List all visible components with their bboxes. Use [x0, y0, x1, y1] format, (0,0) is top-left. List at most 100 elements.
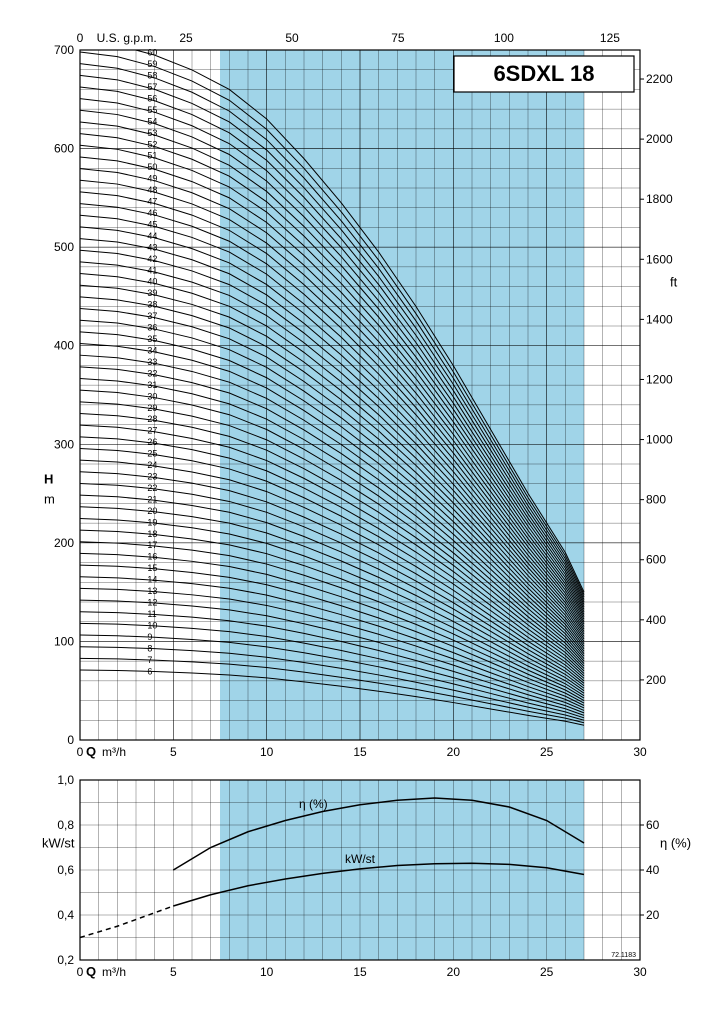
svg-text:700: 700 — [54, 43, 74, 57]
svg-text:49: 49 — [147, 174, 157, 184]
svg-text:39: 39 — [147, 288, 157, 298]
svg-text:0: 0 — [77, 745, 84, 759]
svg-text:27: 27 — [147, 426, 157, 436]
svg-text:1800: 1800 — [646, 192, 673, 206]
svg-text:2000: 2000 — [646, 132, 673, 146]
svg-text:38: 38 — [147, 300, 157, 310]
svg-text:23: 23 — [147, 472, 157, 482]
svg-text:η (%): η (%) — [299, 797, 328, 811]
svg-text:m³/h: m³/h — [102, 965, 126, 979]
svg-text:45: 45 — [147, 219, 157, 229]
svg-text:20: 20 — [447, 965, 461, 979]
svg-text:10: 10 — [147, 620, 157, 630]
svg-text:10: 10 — [260, 965, 274, 979]
svg-text:1600: 1600 — [646, 252, 673, 266]
svg-text:25: 25 — [540, 965, 554, 979]
svg-text:47: 47 — [147, 197, 157, 207]
svg-text:53: 53 — [147, 128, 157, 138]
svg-text:1400: 1400 — [646, 312, 673, 326]
svg-text:800: 800 — [646, 493, 666, 507]
svg-text:9: 9 — [147, 632, 152, 642]
svg-text:22: 22 — [147, 483, 157, 493]
svg-text:300: 300 — [54, 437, 74, 451]
svg-text:75: 75 — [391, 31, 405, 45]
svg-text:13: 13 — [147, 586, 157, 596]
svg-text:40: 40 — [646, 863, 660, 877]
svg-text:H: H — [44, 472, 53, 487]
svg-text:31: 31 — [147, 380, 157, 390]
svg-text:14: 14 — [147, 575, 157, 585]
svg-text:7: 7 — [147, 655, 152, 665]
svg-text:0: 0 — [67, 733, 74, 747]
svg-text:19: 19 — [147, 517, 157, 527]
svg-text:0: 0 — [77, 31, 84, 45]
svg-text:500: 500 — [54, 240, 74, 254]
svg-text:5: 5 — [170, 745, 177, 759]
svg-text:600: 600 — [54, 142, 74, 156]
svg-text:11: 11 — [147, 609, 156, 619]
svg-text:44: 44 — [147, 231, 157, 241]
svg-text:m³/h: m³/h — [102, 745, 126, 759]
svg-text:37: 37 — [147, 311, 157, 321]
svg-text:10: 10 — [260, 745, 274, 759]
svg-text:20: 20 — [447, 745, 461, 759]
svg-text:25: 25 — [179, 31, 193, 45]
svg-text:15: 15 — [353, 965, 367, 979]
svg-text:100: 100 — [54, 634, 74, 648]
svg-text:600: 600 — [646, 553, 666, 567]
svg-text:40: 40 — [147, 277, 157, 287]
svg-text:200: 200 — [54, 536, 74, 550]
svg-text:30: 30 — [147, 391, 157, 401]
svg-text:52: 52 — [147, 139, 157, 149]
svg-text:0: 0 — [77, 965, 84, 979]
svg-text:35: 35 — [147, 334, 157, 344]
svg-text:42: 42 — [147, 254, 157, 264]
svg-text:m: m — [44, 491, 55, 506]
svg-text:18: 18 — [147, 529, 157, 539]
svg-text:34: 34 — [147, 345, 157, 355]
svg-text:0,8: 0,8 — [57, 818, 74, 832]
svg-text:59: 59 — [147, 59, 157, 69]
svg-text:20: 20 — [646, 908, 660, 922]
svg-text:0,6: 0,6 — [57, 863, 74, 877]
svg-text:16: 16 — [147, 552, 157, 562]
svg-text:5: 5 — [170, 965, 177, 979]
svg-text:Q: Q — [86, 744, 96, 759]
svg-text:72.1183: 72.1183 — [611, 952, 636, 959]
svg-text:58: 58 — [147, 71, 157, 81]
svg-text:54: 54 — [147, 116, 157, 126]
svg-text:60: 60 — [147, 48, 157, 58]
svg-text:0,4: 0,4 — [57, 908, 74, 922]
svg-text:50: 50 — [147, 162, 157, 172]
svg-text:kW/st: kW/st — [42, 836, 75, 851]
svg-text:30: 30 — [633, 745, 647, 759]
svg-text:56: 56 — [147, 93, 157, 103]
svg-text:33: 33 — [147, 357, 157, 367]
svg-text:50: 50 — [285, 31, 299, 45]
svg-text:29: 29 — [147, 403, 157, 413]
svg-text:55: 55 — [147, 105, 157, 115]
svg-text:25: 25 — [147, 449, 157, 459]
chart-title: 6SDXL 18 — [493, 61, 594, 86]
svg-text:400: 400 — [646, 613, 666, 627]
svg-text:48: 48 — [147, 185, 157, 195]
svg-text:kW/st: kW/st — [345, 852, 376, 866]
svg-text:36: 36 — [147, 323, 157, 333]
svg-text:46: 46 — [147, 208, 157, 218]
svg-text:41: 41 — [147, 265, 157, 275]
svg-text:28: 28 — [147, 414, 157, 424]
svg-text:100: 100 — [494, 31, 514, 45]
svg-text:Q: Q — [86, 964, 96, 979]
svg-text:32: 32 — [147, 368, 157, 378]
head-flow-chart: 6789101112131415161718192021222324252627… — [20, 20, 695, 770]
svg-text:8: 8 — [147, 643, 152, 653]
svg-text:26: 26 — [147, 437, 157, 447]
svg-text:15: 15 — [353, 745, 367, 759]
svg-text:17: 17 — [147, 540, 157, 550]
pump-chart-container: 6789101112131415161718192021222324252627… — [20, 20, 695, 990]
svg-text:12: 12 — [147, 598, 157, 608]
svg-text:1000: 1000 — [646, 433, 673, 447]
svg-text:60: 60 — [646, 818, 660, 832]
efficiency-power-chart: η (%)kW/st051015202530Q m³/h0,20,40,60,8… — [20, 770, 695, 990]
svg-text:6: 6 — [147, 666, 152, 676]
